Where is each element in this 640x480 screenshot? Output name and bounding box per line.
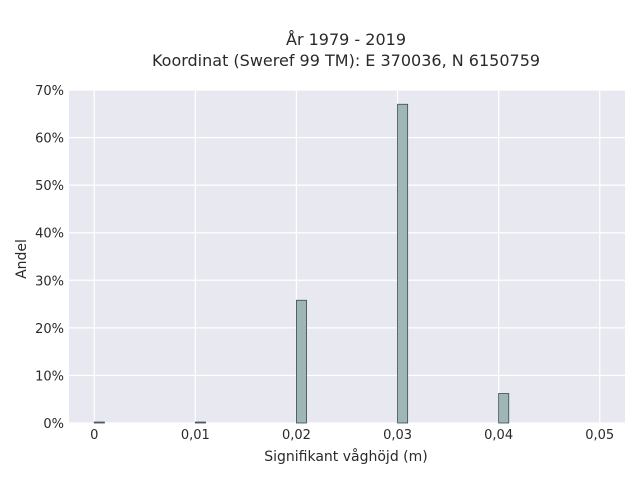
y-tick-label: 0% bbox=[43, 417, 64, 432]
y-tick-label: 70% bbox=[35, 84, 64, 99]
histogram-bar bbox=[397, 103, 409, 424]
x-axis-ticks: 0 0,01 0,02 0,03 0,04 0,05 bbox=[90, 428, 614, 443]
histogram-bar bbox=[194, 421, 206, 424]
y-tick-label: 50% bbox=[35, 179, 64, 194]
y-axis-label: Andel bbox=[14, 239, 30, 279]
chart-title-line-1: År 1979 - 2019 bbox=[286, 30, 406, 49]
histogram-bar bbox=[296, 299, 307, 424]
histogram-bar bbox=[498, 393, 510, 424]
histogram-bar bbox=[93, 421, 105, 424]
x-tick-label: 0,04 bbox=[484, 428, 513, 443]
y-tick-label: 30% bbox=[35, 274, 64, 289]
x-axis-label: Signifikant våghöjd (m) bbox=[264, 448, 427, 465]
x-tick-label: 0,05 bbox=[585, 428, 614, 443]
x-tick-label: 0 bbox=[90, 428, 98, 443]
plot-area bbox=[69, 90, 625, 423]
x-tick-label: 0,02 bbox=[282, 428, 311, 443]
y-tick-label: 10% bbox=[35, 369, 64, 384]
bars bbox=[93, 103, 510, 424]
y-axis-ticks: 0% 10% 20% 30% 40% 50% 60% 70% bbox=[35, 84, 64, 432]
x-tick-label: 0,01 bbox=[181, 428, 210, 443]
x-tick-label: 0,03 bbox=[383, 428, 412, 443]
y-tick-label: 20% bbox=[35, 322, 64, 337]
y-tick-label: 40% bbox=[35, 227, 64, 242]
chart-title-line-2: Koordinat (Sweref 99 TM): E 370036, N 61… bbox=[152, 51, 540, 70]
y-tick-label: 60% bbox=[35, 132, 64, 147]
